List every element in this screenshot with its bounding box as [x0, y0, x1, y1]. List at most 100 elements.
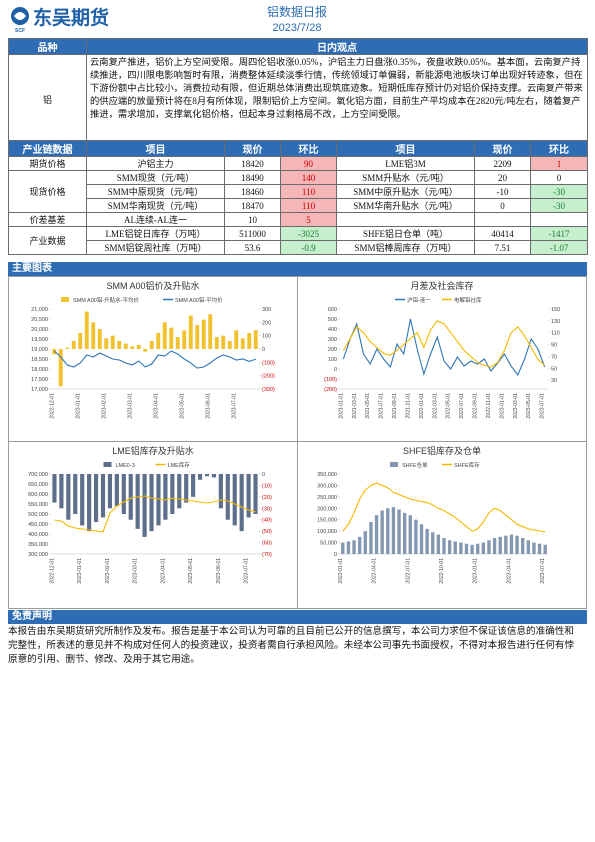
- view-row: 铝 云南复产推进，铝价上方空间受限。周四伦铝收涨0.05%，沪铝主力日盘涨0.3…: [8, 54, 588, 144]
- view-header-row: 品种 日内观点: [8, 38, 588, 55]
- group-label: 期货价格: [8, 156, 87, 171]
- y2-tick-label: 0: [262, 347, 265, 353]
- bar: [532, 542, 536, 554]
- price: 40414: [474, 226, 531, 241]
- x-tick-label: 2023-01-01: [75, 393, 81, 419]
- y-tick-label: 500: [328, 317, 337, 323]
- legend-label: SMM A00铝-平均价: [175, 296, 223, 304]
- x-tick-label: 2023-05-01: [526, 393, 532, 419]
- x-tick-label: 2021-05-01: [365, 393, 371, 419]
- x-tick-label: 2022-11-01: [486, 393, 492, 418]
- y-tick-label: 500,000: [28, 512, 48, 518]
- x-tick-label: 2023-03-01: [133, 558, 139, 584]
- bar: [73, 474, 78, 514]
- x-tick-label: 2022-01-01: [419, 393, 425, 419]
- bar: [247, 333, 252, 349]
- bar: [397, 509, 401, 554]
- bar: [87, 474, 92, 532]
- legend-label: LME库存: [168, 461, 191, 469]
- bar: [419, 524, 424, 554]
- y2-tick-label: 200: [262, 320, 271, 326]
- x-tick-label: 2023-01-01: [473, 558, 479, 584]
- chart-title: 月差及社会库存: [410, 280, 473, 291]
- bar: [543, 544, 547, 554]
- bar: [363, 531, 367, 554]
- group-label: 现货价格: [8, 170, 87, 213]
- view-header: 日内观点: [86, 38, 588, 55]
- change: -1417: [530, 226, 588, 241]
- bar: [447, 540, 452, 554]
- bar: [487, 540, 491, 554]
- y2-tick-label: 30: [551, 378, 557, 384]
- bar: [143, 349, 148, 352]
- y-tick-label: 300: [328, 337, 337, 343]
- price: [474, 212, 531, 227]
- y2-tick-label: (10): [262, 483, 272, 489]
- change: -1.07: [530, 240, 588, 255]
- x-tick-label: 2022-04-01: [372, 558, 378, 584]
- table-row: SMM中原现货（元/吨） 18460 110 SMM中原升贴水（元/吨） -10 -30: [9, 184, 588, 199]
- price: 2209: [474, 156, 531, 171]
- bar: [156, 333, 161, 349]
- y-tick-label: 19,500: [31, 337, 48, 343]
- y-tick-label: 17,000: [31, 387, 48, 393]
- bar: [170, 474, 175, 514]
- x-tick-label: 2023-07-01: [540, 558, 546, 584]
- x-tick-label: 2023-06-01: [216, 558, 222, 584]
- item: SMM现货（元/吨）: [86, 170, 225, 185]
- y-tick-label: 17,500: [31, 377, 48, 383]
- y-tick-label: 0: [334, 367, 337, 373]
- y-tick-label: 20,500: [31, 317, 48, 323]
- bar: [218, 474, 223, 509]
- bar: [357, 536, 362, 554]
- price: 18490: [224, 170, 281, 185]
- variety: 铝: [8, 54, 87, 144]
- y2-tick-label: (100): [262, 360, 275, 366]
- table-row: 现货价格 SMM现货（元/吨） 18490 140 SMM升贴水（元/吨） 20 0: [8, 170, 588, 213]
- item: SMM中原现货（元/吨）: [86, 184, 225, 199]
- bar: [163, 474, 168, 520]
- y2-tick-label: 50: [551, 366, 557, 372]
- price: 0: [474, 198, 531, 213]
- y2-tick-label: 150: [551, 307, 560, 313]
- price: 53.6: [224, 240, 281, 255]
- logo-icon-mark: [14, 12, 26, 20]
- y2-tick-label: (300): [262, 387, 275, 393]
- x-tick-label: 2021-07-01: [379, 393, 385, 419]
- bar: [188, 315, 193, 349]
- chart: SHFE铝库存及仓单 SHFE仓单 SHFE库存 0 50,000 100,000 150,…: [317, 445, 548, 584]
- line: [54, 495, 256, 533]
- y2-tick-label: 90: [551, 343, 557, 349]
- change: -0.9: [280, 240, 337, 255]
- chart-title: SMM A00铝价及升贴水: [106, 280, 199, 291]
- item: SMM铝锭周社库（万吨）: [86, 240, 225, 255]
- x-tick-label: 2023-07-01: [540, 393, 546, 419]
- bar: [128, 474, 133, 520]
- bar: [58, 349, 63, 387]
- y-tick-label: 300,000: [317, 483, 337, 489]
- bar: [498, 536, 502, 554]
- chart-panel: SMM A00铝价及升贴水 SMM A00铝-升贴水-平均价 SMM A00铝-平均…: [8, 276, 298, 442]
- line: [342, 318, 546, 377]
- x-tick-label: 2021-09-01: [392, 393, 398, 419]
- chart-panel: LME铝库存及升贴水 LME0-3 LME库存 300,000 350,000 400,0…: [8, 441, 298, 609]
- change: [530, 212, 588, 227]
- y2-tick-label: (200): [262, 374, 275, 380]
- item: SMM铝棒周库存（万吨）: [336, 240, 475, 255]
- price: 7.51: [474, 240, 531, 255]
- bar: [149, 474, 154, 532]
- legend-label: LME0-3: [116, 463, 135, 469]
- chart-title: LME铝库存及升贴水: [112, 445, 194, 456]
- x-tick-label: 2022-03-01: [432, 393, 438, 419]
- bar: [221, 335, 226, 349]
- group-label: 价差基差: [8, 212, 87, 227]
- change: 140: [280, 170, 337, 185]
- y-tick-label: 18,500: [31, 357, 48, 363]
- bar: [391, 507, 396, 554]
- bar: [253, 474, 258, 514]
- y-tick-label: 0: [334, 552, 337, 558]
- y-tick-label: 19,000: [31, 347, 48, 353]
- y-tick-label: 100,000: [317, 529, 337, 535]
- x-tick-label: 2023-05-01: [179, 393, 185, 419]
- x-tick-label: 2022-07-01: [459, 393, 465, 419]
